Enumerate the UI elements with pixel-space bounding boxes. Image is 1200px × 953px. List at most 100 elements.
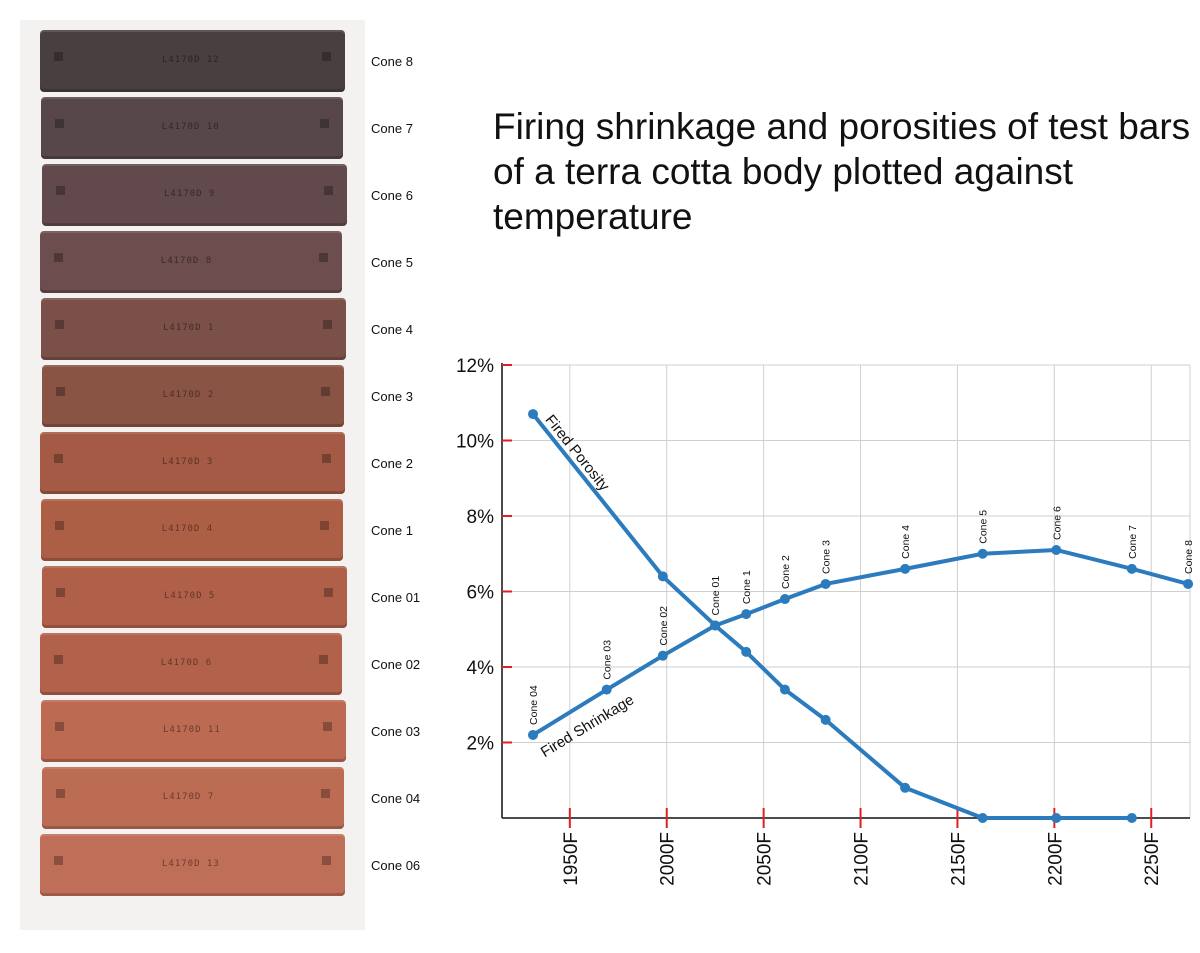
test-bar: L4170D 11: [41, 700, 346, 762]
bar-stamp: L4170D 12: [162, 54, 220, 65]
data-point: [820, 578, 831, 589]
bar-notch: [323, 722, 332, 731]
data-point: [977, 813, 988, 823]
point-label: Cone 6: [1051, 506, 1063, 540]
bar-notch: [56, 387, 65, 396]
bar-notch: [321, 789, 330, 798]
bar-stamp: L4170D 3: [162, 456, 214, 467]
x-tick-label: 2050F: [755, 832, 776, 886]
cone-label: Cone 2: [371, 456, 413, 471]
data-point: [528, 729, 539, 740]
x-tick-label: 2000F: [658, 832, 679, 886]
data-point: [900, 782, 911, 793]
y-tick-label: 8%: [467, 507, 495, 528]
bar-notch: [55, 320, 64, 329]
series-label-fired-porosity: Fired Porosity: [542, 412, 613, 495]
data-point: [820, 714, 831, 725]
chart-title: Firing shrinkage and porosities of test …: [493, 106, 1191, 237]
bar-stamp: L4170D 6: [160, 657, 213, 668]
data-point: [601, 684, 612, 695]
data-point: [900, 563, 911, 574]
bar-stamp: L4170D 9: [164, 188, 216, 199]
x-tick-label: 1950F: [561, 832, 582, 886]
test-bar: L4170D 13: [40, 834, 345, 896]
test-bar: L4170D 9: [42, 164, 347, 226]
bar-notch: [324, 588, 333, 597]
cone-label: Cone 3: [371, 389, 413, 404]
test-bar: L4170D 8: [40, 231, 342, 293]
cone-label: Cone 02: [371, 657, 421, 672]
series-line: [531, 547, 1189, 737]
bar-notch: [319, 253, 328, 262]
data-point: [779, 594, 790, 605]
data-point: [741, 609, 752, 620]
data-point: [528, 409, 539, 420]
test-bar: L4170D 4: [41, 499, 343, 561]
point-label: Cone 7: [1127, 525, 1139, 559]
data-point: [710, 620, 721, 631]
cone-label: Cone 6: [371, 188, 413, 203]
data-point: [1051, 813, 1062, 823]
cone-label: Cone 7: [371, 121, 413, 136]
data-point: [1183, 578, 1194, 589]
bar-notch: [322, 454, 331, 463]
bar-notch: [55, 119, 64, 128]
point-label: Cone 2: [780, 555, 792, 589]
test-bar: L4170D 5: [42, 566, 347, 628]
cone-label: Cone 04: [371, 791, 421, 806]
bar-stamp: L4170D 5: [164, 590, 216, 601]
bar-notch: [54, 655, 63, 664]
bar-stamp: L4170D 10: [161, 121, 220, 132]
cone-label: Cone 1: [371, 523, 413, 538]
data-point: [1126, 813, 1137, 823]
test-bar: L4170D 12: [40, 30, 345, 92]
test-bar: L4170D 3: [40, 432, 345, 494]
point-label: Cone 3: [821, 540, 833, 574]
bar-stamp: L4170D 7: [162, 791, 215, 802]
test-bar: L4170D 6: [40, 633, 342, 695]
bar-notch: [320, 119, 329, 128]
bar-notch: [321, 387, 330, 396]
bar-notch: [322, 52, 331, 61]
point-label: Cone 4: [900, 525, 912, 559]
bar-notch: [319, 655, 328, 664]
bar-notch: [56, 789, 65, 798]
cone-label: Cone 06: [371, 858, 421, 873]
point-label: Cone 1: [741, 570, 753, 604]
bar-notch: [56, 186, 65, 195]
data-point: [1051, 544, 1062, 555]
x-tick-label: 2150F: [948, 832, 969, 886]
point-label: Cone 04: [528, 685, 540, 725]
series-line: [531, 412, 1132, 820]
y-tick-label: 12%: [456, 356, 494, 377]
data-point: [779, 684, 790, 695]
data-point: [657, 571, 668, 582]
cone-label: Cone 01: [371, 590, 421, 605]
data-point: [977, 548, 988, 559]
point-label: Cone 01: [710, 576, 722, 616]
test-bar: L4170D 2: [42, 365, 344, 427]
bar-notch: [54, 454, 63, 463]
cone-label: Cone 5: [371, 255, 413, 270]
x-tick-label: 2250F: [1142, 832, 1163, 886]
x-tick-label: 2100F: [852, 832, 873, 886]
y-tick-label: 6%: [467, 583, 495, 604]
point-label: Cone 8: [1183, 540, 1195, 574]
bar-stamp: L4170D 13: [162, 858, 220, 869]
bar-stamp: L4170D 4: [161, 523, 214, 534]
bar-notch: [324, 186, 333, 195]
test-bar: L4170D 7: [42, 767, 344, 829]
data-point: [657, 650, 668, 661]
bar-stamp: L4170D 1: [163, 322, 215, 333]
bar-notch: [320, 521, 329, 530]
y-tick-label: 2%: [467, 734, 495, 755]
bar-stamp: L4170D 2: [162, 389, 215, 400]
point-label: Cone 03: [602, 640, 614, 680]
bar-stamp: L4170D 11: [163, 724, 221, 735]
bar-notch: [56, 588, 65, 597]
data-point: [741, 646, 752, 657]
cone-label: Cone 03: [371, 724, 421, 739]
bar-notch: [55, 521, 64, 530]
test-bar: L4170D 1: [41, 298, 346, 360]
